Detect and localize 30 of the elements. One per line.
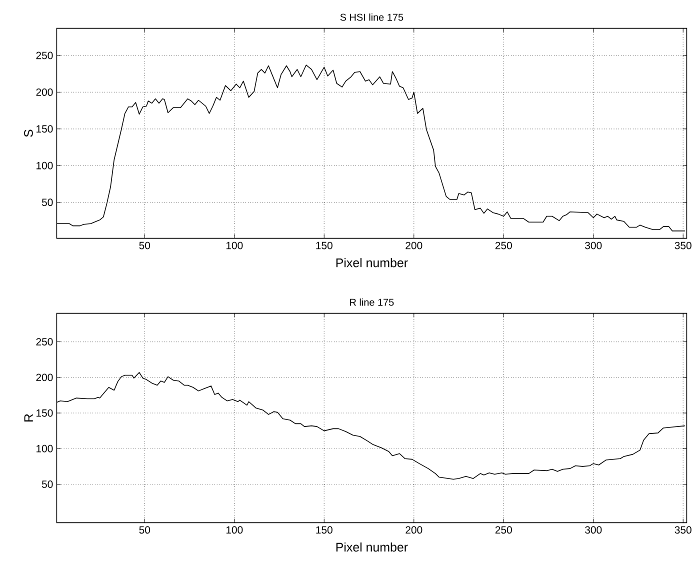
x-tick-label: 200	[406, 242, 422, 250]
x-tick-label: 250	[495, 242, 512, 250]
x-axis-title: Pixel number	[336, 258, 408, 268]
y-tick-label: 250	[36, 52, 53, 60]
x-tick-label: 350	[674, 242, 692, 250]
y-tick-label: 150	[36, 409, 53, 417]
y-tick-label: 200	[36, 88, 53, 96]
y-tick-label: 50	[42, 480, 53, 488]
x-tick-label: 50	[139, 526, 150, 534]
x-tick-label: 100	[226, 242, 243, 250]
x-tick-label: 250	[495, 526, 512, 534]
chart-title: S HSI line 175	[340, 13, 404, 21]
y-tick-label: 100	[36, 162, 53, 170]
x-tick-label: 300	[585, 242, 602, 250]
y-tick-label: 50	[42, 198, 53, 206]
y-tick-label: 150	[36, 125, 53, 133]
x-tick-label: 350	[674, 526, 692, 534]
x-tick-label: 150	[316, 526, 332, 534]
x-tick-label: 300	[585, 526, 602, 534]
x-tick-label: 200	[406, 526, 422, 534]
y-tick-label: 100	[36, 444, 53, 452]
y-axis-title: R	[24, 414, 33, 422]
y-tick-label: 200	[36, 374, 53, 382]
x-tick-label: 50	[139, 242, 150, 250]
x-axis-title: Pixel number	[336, 542, 408, 552]
chart-title: R line 175	[350, 298, 394, 306]
y-tick-label: 250	[36, 338, 53, 346]
x-tick-label: 100	[226, 526, 243, 534]
y-axis-title: S	[24, 130, 33, 137]
x-tick-label: 150	[316, 242, 332, 250]
